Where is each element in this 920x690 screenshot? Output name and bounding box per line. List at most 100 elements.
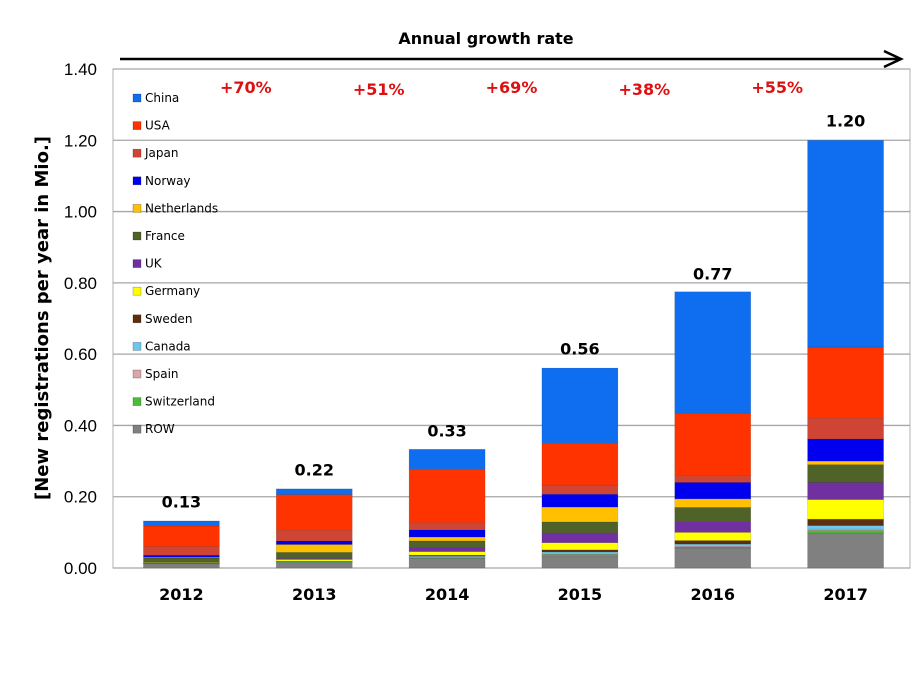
bar-segment-row xyxy=(275,562,353,569)
bar-segment-uk xyxy=(807,482,884,500)
bar-segment-row xyxy=(408,557,486,569)
bar-segment-france xyxy=(143,557,220,563)
x-tick-label: 2015 xyxy=(558,585,603,604)
legend-item: Netherlands xyxy=(132,201,218,215)
bar-stack-2012 xyxy=(143,520,220,569)
y-tick-label: 0.00 xyxy=(64,559,97,578)
bar-segment-japan xyxy=(408,522,486,531)
x-tick-label: 2014 xyxy=(425,585,470,604)
legend-label: ROW xyxy=(145,422,175,436)
bar-segment-netherlands xyxy=(275,544,353,553)
bar-segment-usa xyxy=(674,412,752,476)
legend-swatch xyxy=(132,121,142,130)
total-label: 0.56 xyxy=(560,339,599,358)
total-label: 1.20 xyxy=(826,111,865,130)
bar-segment-germany xyxy=(674,532,752,541)
legend-label: France xyxy=(145,229,185,243)
y-tick-label: 0.80 xyxy=(64,274,97,293)
total-labels: 0.13 0.22 0.33 0.56 0.77 1.20 xyxy=(162,111,866,511)
bar-segment-row xyxy=(541,555,619,569)
legend-item: Japan xyxy=(132,146,178,160)
bar-segment-usa xyxy=(807,346,884,419)
x-tick-label: 2016 xyxy=(690,585,735,604)
growth-rate-label: +70% xyxy=(220,78,272,97)
bar-segment-usa xyxy=(541,442,619,486)
legend-label: Switzerland xyxy=(145,395,215,409)
legend-swatch xyxy=(132,286,142,296)
y-tick-label: 0.60 xyxy=(64,345,97,364)
legend-item: China xyxy=(132,91,179,105)
bar-segment-china xyxy=(408,449,486,470)
bar-segment-germany xyxy=(541,542,619,551)
bar-segment-norway xyxy=(541,493,619,508)
bar-segment-japan xyxy=(807,417,884,440)
bar-segment-norway xyxy=(143,554,220,558)
legend-item: France xyxy=(132,229,185,243)
legend-item: USA xyxy=(132,119,171,133)
bar-segment-row xyxy=(143,563,220,569)
bar-segment-norway xyxy=(674,482,752,500)
bar-segment-china xyxy=(143,520,220,527)
bar-segment-usa xyxy=(275,494,353,531)
growth-rate-label: +69% xyxy=(486,78,538,97)
legend: China USA Japan Norway Netherlands France UK Ge… xyxy=(132,91,218,436)
bar-segment-germany xyxy=(408,551,486,556)
bar-segment-uk xyxy=(674,521,752,533)
bar-segment-netherlands xyxy=(674,498,752,508)
legend-swatch xyxy=(132,204,142,213)
legend-label: Japan xyxy=(144,146,178,160)
bar-segment-france xyxy=(275,552,353,559)
bar-segment-canada xyxy=(807,525,884,530)
x-tick-label: 2012 xyxy=(159,585,204,604)
bar-segment-switzerland xyxy=(807,530,884,534)
legend-item: UK xyxy=(132,257,163,271)
bar-segment-japan xyxy=(541,484,619,495)
x-tick-label: 2013 xyxy=(292,585,337,604)
legend-swatch xyxy=(132,369,142,379)
legend-swatch xyxy=(132,342,142,351)
legend-item: Norway xyxy=(132,174,191,188)
legend-item: Germany xyxy=(132,284,200,298)
legend-label: China xyxy=(145,91,179,105)
bar-stack-2014 xyxy=(408,449,486,569)
bar-segment-netherlands xyxy=(408,536,486,542)
bar-segment-sweden xyxy=(674,540,752,545)
y-tick-label: 1.40 xyxy=(64,60,97,79)
bar-segment-france xyxy=(541,521,619,534)
bar-segment-usa xyxy=(143,525,220,547)
growth-arrow xyxy=(120,49,904,69)
bar-segment-germany xyxy=(807,499,884,520)
growth-rate-label: +51% xyxy=(353,80,405,99)
bar-segment-uk xyxy=(408,547,486,552)
legend-label: Spain xyxy=(145,367,179,381)
legend-swatch xyxy=(132,259,142,268)
bar-segment-spain xyxy=(541,553,619,555)
bar-segment-france xyxy=(408,540,486,548)
bar-segment-sweden xyxy=(807,518,884,526)
legend-swatch xyxy=(132,231,142,241)
plot-area xyxy=(112,68,911,569)
growth-arrow-head xyxy=(883,49,904,69)
legend-label: USA xyxy=(145,119,171,133)
bar-segment-uk xyxy=(541,532,619,543)
bar-stack-2017 xyxy=(807,139,884,569)
legend-item: ROW xyxy=(132,422,175,436)
legend-label: UK xyxy=(145,257,163,271)
legend-swatch xyxy=(132,176,142,186)
bar-segment-netherlands xyxy=(807,460,884,465)
bar-segment-china xyxy=(674,291,752,414)
bar-stack-2013 xyxy=(275,488,353,569)
bar-segment-france xyxy=(674,507,752,522)
y-ticks: 0.00 0.20 0.40 0.60 0.80 1.00 1.20 1.40 xyxy=(64,60,97,578)
bar-segment-canada xyxy=(541,551,619,555)
total-label: 0.77 xyxy=(693,265,732,284)
chart-title: Annual growth rate xyxy=(398,29,573,48)
legend-item: Switzerland xyxy=(132,395,215,409)
legend-item: Canada xyxy=(132,339,191,353)
y-tick-label: 1.20 xyxy=(64,131,97,150)
legend-label: Canada xyxy=(145,339,191,353)
total-label: 0.33 xyxy=(427,421,466,440)
y-tick-label: 0.20 xyxy=(64,488,97,507)
growth-rate-label: +38% xyxy=(618,80,670,99)
